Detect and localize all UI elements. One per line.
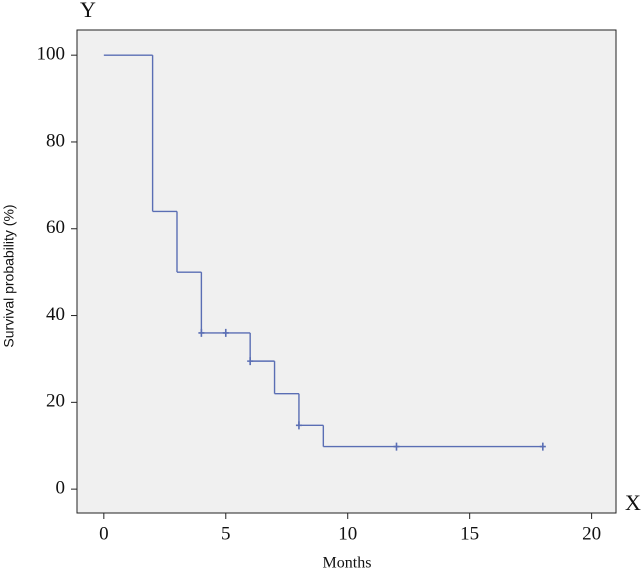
x-tick-label: 5 <box>221 523 231 544</box>
y-tick-label: 20 <box>46 391 65 412</box>
censor-mark <box>198 328 205 337</box>
y-axis-name: Y <box>80 0 96 22</box>
y-tick-label: 60 <box>46 217 65 238</box>
x-tick-label: 0 <box>99 523 109 544</box>
y-tick-label: 80 <box>46 130 65 151</box>
censor-mark <box>247 357 254 366</box>
y-tick-label: 0 <box>56 477 66 498</box>
x-tick-label: 20 <box>582 523 601 544</box>
censor-mark <box>393 442 400 451</box>
x-tick-label: 10 <box>338 523 357 544</box>
y-tick-label: 40 <box>46 304 65 325</box>
x-tick-label: 15 <box>460 523 479 544</box>
censor-mark <box>222 328 229 337</box>
y-tick-label: 100 <box>37 44 66 65</box>
censor-mark <box>295 421 302 430</box>
plot-area <box>76 29 617 514</box>
x-axis-label: Months <box>323 555 372 572</box>
y-axis-label: Survival probability (%) <box>1 204 17 347</box>
x-axis-name: X <box>625 490 641 515</box>
censor-mark <box>539 442 546 451</box>
